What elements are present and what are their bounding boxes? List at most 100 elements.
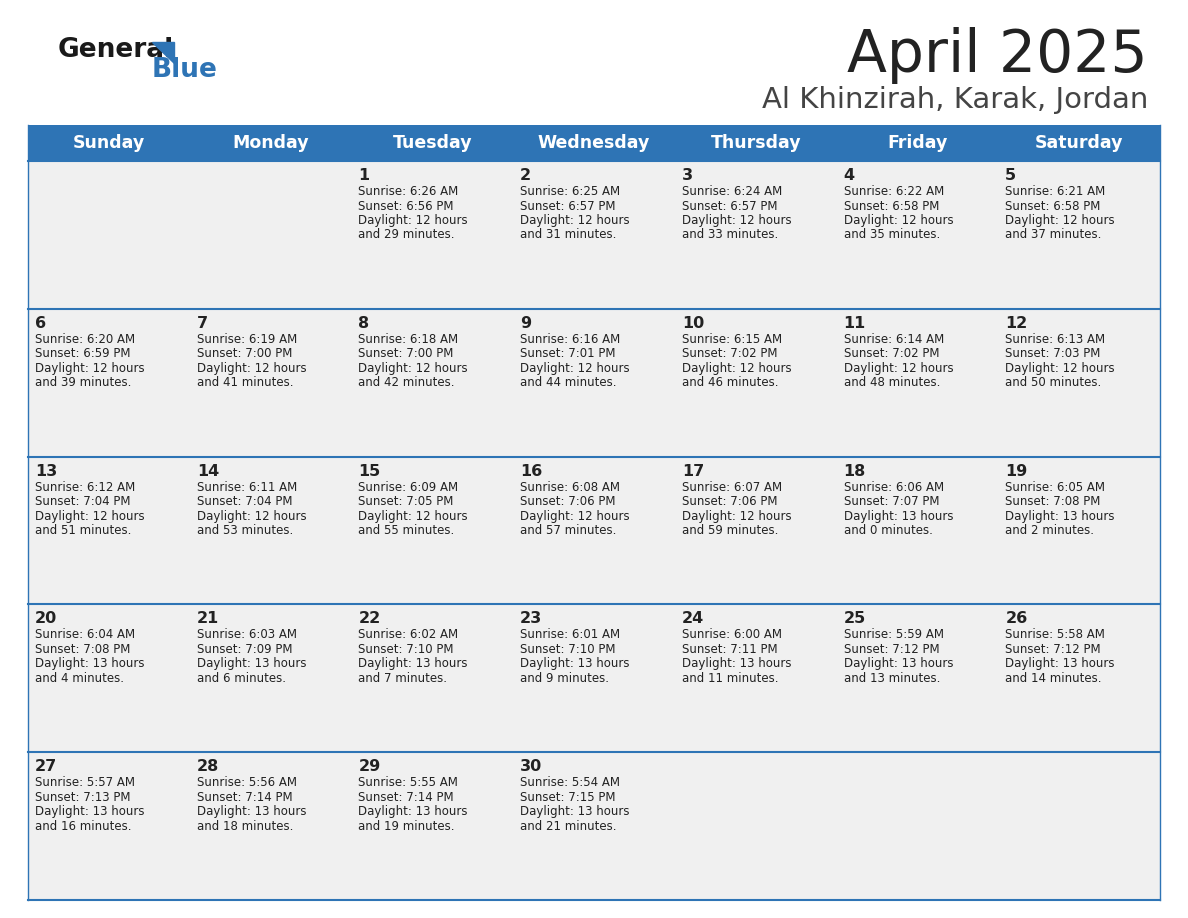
- Text: Sunrise: 6:22 AM: Sunrise: 6:22 AM: [843, 185, 943, 198]
- Text: Daylight: 12 hours: Daylight: 12 hours: [1005, 362, 1114, 375]
- Text: 25: 25: [843, 611, 866, 626]
- Text: and 53 minutes.: and 53 minutes.: [197, 524, 293, 537]
- Text: Sunrise: 6:12 AM: Sunrise: 6:12 AM: [34, 481, 135, 494]
- Text: Sunset: 7:14 PM: Sunset: 7:14 PM: [359, 790, 454, 803]
- Text: Sunset: 7:13 PM: Sunset: 7:13 PM: [34, 790, 131, 803]
- Text: Daylight: 13 hours: Daylight: 13 hours: [843, 509, 953, 522]
- Text: Sunset: 7:02 PM: Sunset: 7:02 PM: [843, 347, 939, 360]
- Text: 30: 30: [520, 759, 543, 774]
- Text: Sunrise: 5:56 AM: Sunrise: 5:56 AM: [197, 777, 297, 789]
- Text: Sunset: 7:02 PM: Sunset: 7:02 PM: [682, 347, 777, 360]
- Text: Sunrise: 5:58 AM: Sunrise: 5:58 AM: [1005, 629, 1105, 642]
- Text: Blue: Blue: [152, 57, 217, 83]
- Text: Wednesday: Wednesday: [538, 134, 650, 152]
- Text: Sunrise: 6:13 AM: Sunrise: 6:13 AM: [1005, 333, 1105, 346]
- Text: Daylight: 13 hours: Daylight: 13 hours: [1005, 657, 1114, 670]
- Text: Sunrise: 6:15 AM: Sunrise: 6:15 AM: [682, 333, 782, 346]
- Text: Sunset: 7:06 PM: Sunset: 7:06 PM: [520, 495, 615, 508]
- Text: and 33 minutes.: and 33 minutes.: [682, 229, 778, 241]
- Text: General: General: [58, 37, 175, 63]
- Text: Daylight: 13 hours: Daylight: 13 hours: [520, 657, 630, 670]
- Text: and 35 minutes.: and 35 minutes.: [843, 229, 940, 241]
- Text: Sunset: 7:08 PM: Sunset: 7:08 PM: [34, 643, 131, 655]
- Text: Daylight: 12 hours: Daylight: 12 hours: [682, 214, 791, 227]
- Text: 29: 29: [359, 759, 380, 774]
- Text: Daylight: 13 hours: Daylight: 13 hours: [197, 657, 307, 670]
- Text: 12: 12: [1005, 316, 1028, 330]
- Text: 13: 13: [34, 464, 57, 478]
- Text: 1: 1: [359, 168, 369, 183]
- Text: Sunset: 6:57 PM: Sunset: 6:57 PM: [682, 199, 777, 212]
- Text: and 19 minutes.: and 19 minutes.: [359, 820, 455, 833]
- Text: Sunset: 7:09 PM: Sunset: 7:09 PM: [197, 643, 292, 655]
- Text: Sunrise: 6:07 AM: Sunrise: 6:07 AM: [682, 481, 782, 494]
- Text: Sunrise: 6:02 AM: Sunrise: 6:02 AM: [359, 629, 459, 642]
- Text: and 29 minutes.: and 29 minutes.: [359, 229, 455, 241]
- Text: 26: 26: [1005, 611, 1028, 626]
- Text: Sunset: 6:58 PM: Sunset: 6:58 PM: [843, 199, 939, 212]
- Text: 21: 21: [197, 611, 219, 626]
- Text: Daylight: 13 hours: Daylight: 13 hours: [197, 805, 307, 818]
- Text: Sunrise: 6:16 AM: Sunrise: 6:16 AM: [520, 333, 620, 346]
- Text: 17: 17: [682, 464, 704, 478]
- Text: and 31 minutes.: and 31 minutes.: [520, 229, 617, 241]
- Text: Sunset: 7:04 PM: Sunset: 7:04 PM: [197, 495, 292, 508]
- Text: and 2 minutes.: and 2 minutes.: [1005, 524, 1094, 537]
- Text: Sunset: 7:07 PM: Sunset: 7:07 PM: [843, 495, 939, 508]
- Text: Daylight: 13 hours: Daylight: 13 hours: [34, 657, 145, 670]
- Text: Daylight: 12 hours: Daylight: 12 hours: [197, 362, 307, 375]
- Text: Sunrise: 6:05 AM: Sunrise: 6:05 AM: [1005, 481, 1105, 494]
- Text: Daylight: 12 hours: Daylight: 12 hours: [843, 362, 953, 375]
- Text: Daylight: 12 hours: Daylight: 12 hours: [682, 362, 791, 375]
- Text: Sunset: 6:56 PM: Sunset: 6:56 PM: [359, 199, 454, 212]
- Text: Sunset: 7:03 PM: Sunset: 7:03 PM: [1005, 347, 1100, 360]
- Text: and 46 minutes.: and 46 minutes.: [682, 376, 778, 389]
- Text: Sunrise: 5:59 AM: Sunrise: 5:59 AM: [843, 629, 943, 642]
- Text: Daylight: 13 hours: Daylight: 13 hours: [843, 657, 953, 670]
- Text: April 2025: April 2025: [847, 28, 1148, 84]
- Text: Sunrise: 5:57 AM: Sunrise: 5:57 AM: [34, 777, 135, 789]
- Text: and 21 minutes.: and 21 minutes.: [520, 820, 617, 833]
- Text: Thursday: Thursday: [710, 134, 801, 152]
- Text: Daylight: 12 hours: Daylight: 12 hours: [520, 362, 630, 375]
- Text: 9: 9: [520, 316, 531, 330]
- Text: and 37 minutes.: and 37 minutes.: [1005, 229, 1101, 241]
- Text: Daylight: 12 hours: Daylight: 12 hours: [34, 509, 145, 522]
- Text: Tuesday: Tuesday: [392, 134, 472, 152]
- Text: Friday: Friday: [887, 134, 948, 152]
- Text: Sunrise: 6:20 AM: Sunrise: 6:20 AM: [34, 333, 135, 346]
- Text: Sunset: 7:01 PM: Sunset: 7:01 PM: [520, 347, 615, 360]
- Text: 19: 19: [1005, 464, 1028, 478]
- Text: Sunrise: 6:21 AM: Sunrise: 6:21 AM: [1005, 185, 1106, 198]
- Text: and 51 minutes.: and 51 minutes.: [34, 524, 132, 537]
- Text: Sunrise: 6:08 AM: Sunrise: 6:08 AM: [520, 481, 620, 494]
- Text: and 48 minutes.: and 48 minutes.: [843, 376, 940, 389]
- Bar: [29, 752, 1159, 900]
- Text: Monday: Monday: [233, 134, 309, 152]
- Text: and 18 minutes.: and 18 minutes.: [197, 820, 293, 833]
- Polygon shape: [152, 42, 173, 63]
- Text: Daylight: 12 hours: Daylight: 12 hours: [359, 509, 468, 522]
- Text: Sunrise: 5:54 AM: Sunrise: 5:54 AM: [520, 777, 620, 789]
- Text: Daylight: 12 hours: Daylight: 12 hours: [359, 362, 468, 375]
- Text: Sunset: 7:00 PM: Sunset: 7:00 PM: [197, 347, 292, 360]
- Text: Sunrise: 6:19 AM: Sunrise: 6:19 AM: [197, 333, 297, 346]
- Text: 15: 15: [359, 464, 380, 478]
- Text: Sunrise: 6:04 AM: Sunrise: 6:04 AM: [34, 629, 135, 642]
- Text: Sunset: 6:59 PM: Sunset: 6:59 PM: [34, 347, 131, 360]
- Text: and 41 minutes.: and 41 minutes.: [197, 376, 293, 389]
- Text: and 6 minutes.: and 6 minutes.: [197, 672, 286, 685]
- Text: and 57 minutes.: and 57 minutes.: [520, 524, 617, 537]
- Text: 11: 11: [843, 316, 866, 330]
- Text: Sunrise: 6:03 AM: Sunrise: 6:03 AM: [197, 629, 297, 642]
- Text: 23: 23: [520, 611, 543, 626]
- Text: Sunday: Sunday: [72, 134, 145, 152]
- Text: Al Khinzirah, Karak, Jordan: Al Khinzirah, Karak, Jordan: [762, 86, 1148, 114]
- Text: 24: 24: [682, 611, 704, 626]
- Bar: [29, 161, 1159, 308]
- Text: 10: 10: [682, 316, 704, 330]
- Text: Daylight: 13 hours: Daylight: 13 hours: [34, 805, 145, 818]
- Text: Daylight: 12 hours: Daylight: 12 hours: [520, 509, 630, 522]
- Text: 28: 28: [197, 759, 219, 774]
- Text: Daylight: 12 hours: Daylight: 12 hours: [197, 509, 307, 522]
